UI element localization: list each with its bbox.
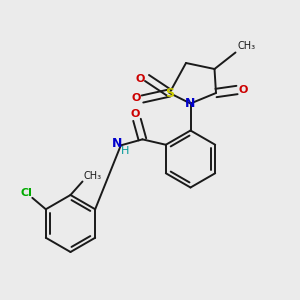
Text: CH₃: CH₃	[84, 171, 102, 181]
Text: O: O	[136, 74, 145, 84]
Text: O: O	[131, 93, 141, 103]
Text: N: N	[111, 137, 122, 150]
Text: CH₃: CH₃	[237, 41, 255, 51]
Text: S: S	[165, 86, 174, 100]
Text: H: H	[121, 146, 129, 156]
Text: O: O	[239, 85, 248, 95]
Text: Cl: Cl	[20, 188, 32, 198]
Text: O: O	[131, 110, 140, 119]
Text: N: N	[185, 97, 196, 110]
